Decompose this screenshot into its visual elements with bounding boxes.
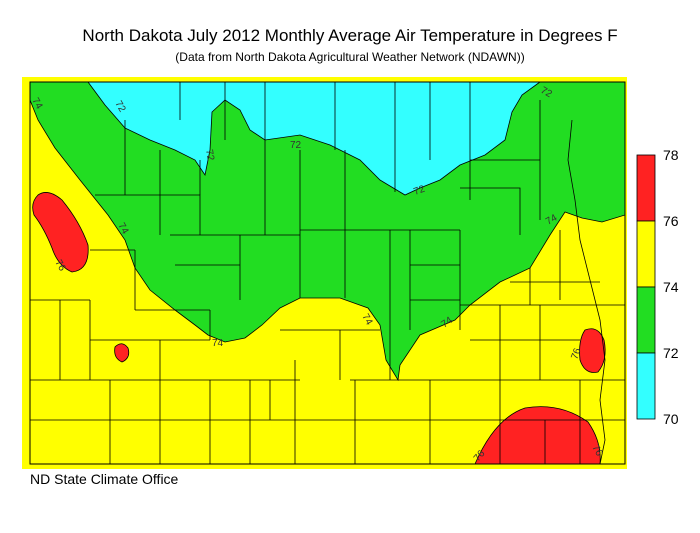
legend-tick: 76 bbox=[663, 213, 679, 229]
legend-tick: 70 bbox=[663, 411, 679, 427]
isoline-label-74: 74 bbox=[29, 96, 44, 112]
isoline-label-74: 74 bbox=[359, 312, 374, 328]
legend-swatch-76-78 bbox=[636, 154, 656, 222]
legend-tick: 78 bbox=[663, 147, 679, 163]
isoline-label-72: 72 bbox=[412, 184, 427, 198]
isoline-label-76: 76 bbox=[569, 346, 583, 361]
isoline-label-72: 72 bbox=[112, 99, 127, 115]
band-76-78-south bbox=[474, 406, 601, 465]
map-title: North Dakota July 2012 Monthly Average A… bbox=[82, 26, 618, 45]
isoline-label-74: 74 bbox=[212, 338, 224, 349]
isoline-label-76: 76 bbox=[589, 443, 604, 459]
legend: 78 76 74 72 70 bbox=[636, 147, 679, 427]
isoline-label-76: 76 bbox=[52, 258, 67, 274]
legend-swatch-70-72 bbox=[636, 352, 656, 420]
band-76-78-small bbox=[114, 343, 130, 363]
isoline-label-72: 72 bbox=[203, 149, 216, 162]
band-70-72 bbox=[87, 81, 542, 196]
legend-tick: 74 bbox=[663, 279, 679, 295]
legend-tick: 72 bbox=[663, 345, 679, 361]
isoline-label-74: 74 bbox=[544, 212, 560, 227]
isoline-label-74: 74 bbox=[115, 221, 130, 237]
map-subtitle: (Data from North Dakota Agricultural Wea… bbox=[175, 50, 525, 64]
legend-swatch-74-76 bbox=[636, 220, 656, 288]
credit-text: ND State Climate Office bbox=[30, 471, 179, 487]
band-76-78-west bbox=[32, 192, 89, 273]
legend-swatch-72-74 bbox=[636, 286, 656, 354]
isoline-label-72: 72 bbox=[290, 140, 302, 151]
county-lines bbox=[29, 81, 626, 465]
band-76-78-east bbox=[579, 328, 606, 373]
isoline-label-72: 72 bbox=[539, 85, 555, 100]
